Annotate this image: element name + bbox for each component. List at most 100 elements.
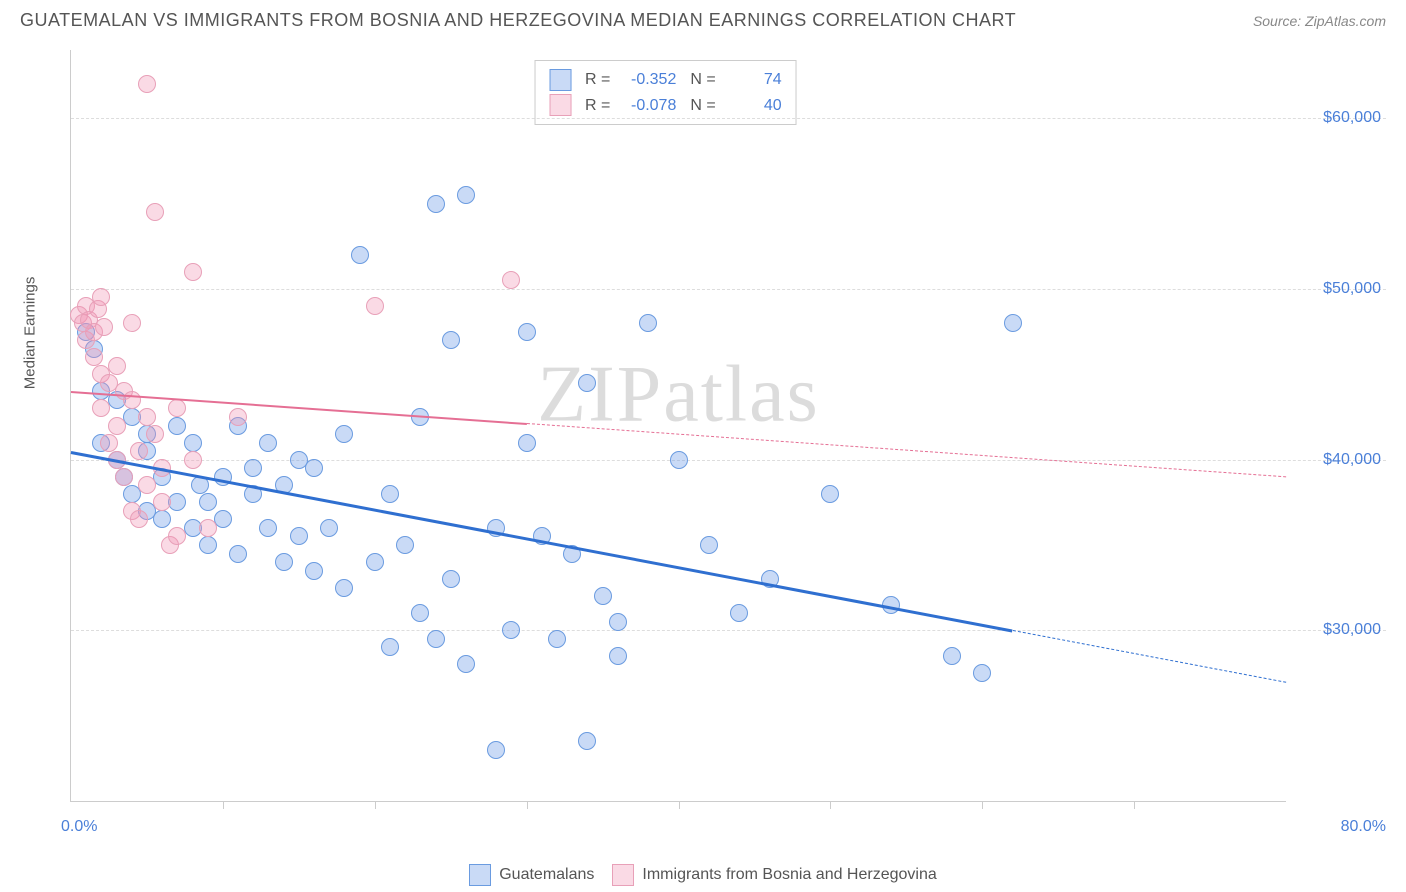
x-tick — [223, 801, 224, 809]
data-point — [92, 399, 110, 417]
data-point — [502, 621, 520, 639]
chart-container: Median Earnings ZIPatlas R =-0.352N =74R… — [50, 42, 1386, 832]
gridline — [71, 289, 1386, 290]
r-value: -0.352 — [620, 67, 676, 93]
data-point — [168, 417, 186, 435]
data-point — [943, 647, 961, 665]
data-point — [442, 570, 460, 588]
legend-swatch — [469, 864, 491, 886]
data-point — [123, 314, 141, 332]
data-point — [153, 493, 171, 511]
data-point — [138, 75, 156, 93]
x-tick — [982, 801, 983, 809]
data-point — [146, 425, 164, 443]
data-point — [381, 638, 399, 656]
data-point — [229, 545, 247, 563]
data-point — [518, 434, 536, 452]
x-tick — [527, 801, 528, 809]
legend-stats-box: R =-0.352N =74R =-0.078N =40 — [534, 60, 797, 125]
r-label: R = — [585, 67, 610, 93]
data-point — [95, 318, 113, 336]
data-point — [427, 195, 445, 213]
data-point — [85, 348, 103, 366]
data-point — [1004, 314, 1022, 332]
legend-stat-row: R =-0.352N =74 — [549, 67, 782, 93]
data-point — [594, 587, 612, 605]
n-value: 40 — [726, 93, 782, 119]
data-point — [609, 613, 627, 631]
data-point — [123, 391, 141, 409]
data-point — [670, 451, 688, 469]
data-point — [821, 485, 839, 503]
y-axis-label: Median Earnings — [22, 277, 39, 390]
gridline — [71, 460, 1386, 461]
data-point — [396, 536, 414, 554]
data-point — [351, 246, 369, 264]
gridline — [71, 630, 1386, 631]
data-point — [427, 630, 445, 648]
data-point — [366, 297, 384, 315]
data-point — [259, 519, 277, 537]
y-tick-label: $30,000 — [1291, 621, 1381, 639]
data-point — [548, 630, 566, 648]
x-max-label: 80.0% — [1341, 818, 1386, 836]
data-point — [411, 604, 429, 622]
data-point — [442, 331, 460, 349]
gridline — [71, 118, 1386, 119]
y-tick-label: $60,000 — [1291, 109, 1381, 127]
data-point — [305, 459, 323, 477]
legend-label: Guatemalans — [499, 866, 594, 884]
data-point — [130, 442, 148, 460]
data-point — [275, 553, 293, 571]
trend-line-dashed — [1013, 630, 1287, 683]
x-tick — [679, 801, 680, 809]
r-label: R = — [585, 93, 610, 119]
data-point — [578, 374, 596, 392]
data-point — [366, 553, 384, 571]
data-point — [518, 323, 536, 341]
data-point — [730, 604, 748, 622]
data-point — [973, 664, 991, 682]
data-point — [502, 271, 520, 289]
legend-label: Immigrants from Bosnia and Herzegovina — [642, 866, 936, 884]
x-tick — [375, 801, 376, 809]
data-point — [184, 434, 202, 452]
x-tick — [1134, 801, 1135, 809]
data-point — [457, 655, 475, 673]
legend-stat-row: R =-0.078N =40 — [549, 93, 782, 119]
data-point — [244, 459, 262, 477]
y-tick-label: $50,000 — [1291, 280, 1381, 298]
data-point — [290, 527, 308, 545]
trend-line-dashed — [527, 423, 1286, 477]
data-point — [168, 527, 186, 545]
data-point — [381, 485, 399, 503]
data-point — [138, 408, 156, 426]
data-point — [184, 451, 202, 469]
data-point — [578, 732, 596, 750]
legend-swatch — [612, 864, 634, 886]
data-point — [700, 536, 718, 554]
data-point — [259, 434, 277, 452]
n-label: N = — [690, 93, 715, 119]
data-point — [199, 493, 217, 511]
data-point — [229, 408, 247, 426]
data-point — [457, 186, 475, 204]
legend-item: Guatemalans — [469, 864, 594, 886]
data-point — [115, 468, 133, 486]
data-point — [305, 562, 323, 580]
x-min-label: 0.0% — [61, 818, 97, 836]
data-point — [92, 288, 110, 306]
legend-swatch — [549, 94, 571, 116]
data-point — [335, 425, 353, 443]
data-point — [108, 357, 126, 375]
data-point — [335, 579, 353, 597]
legend-item: Immigrants from Bosnia and Herzegovina — [612, 864, 936, 886]
data-point — [199, 536, 217, 554]
data-point — [100, 434, 118, 452]
data-point — [184, 263, 202, 281]
plot-area: ZIPatlas R =-0.352N =74R =-0.078N =40 $3… — [70, 50, 1286, 802]
y-tick-label: $40,000 — [1291, 451, 1381, 469]
x-tick — [830, 801, 831, 809]
data-point — [320, 519, 338, 537]
data-point — [130, 510, 148, 528]
